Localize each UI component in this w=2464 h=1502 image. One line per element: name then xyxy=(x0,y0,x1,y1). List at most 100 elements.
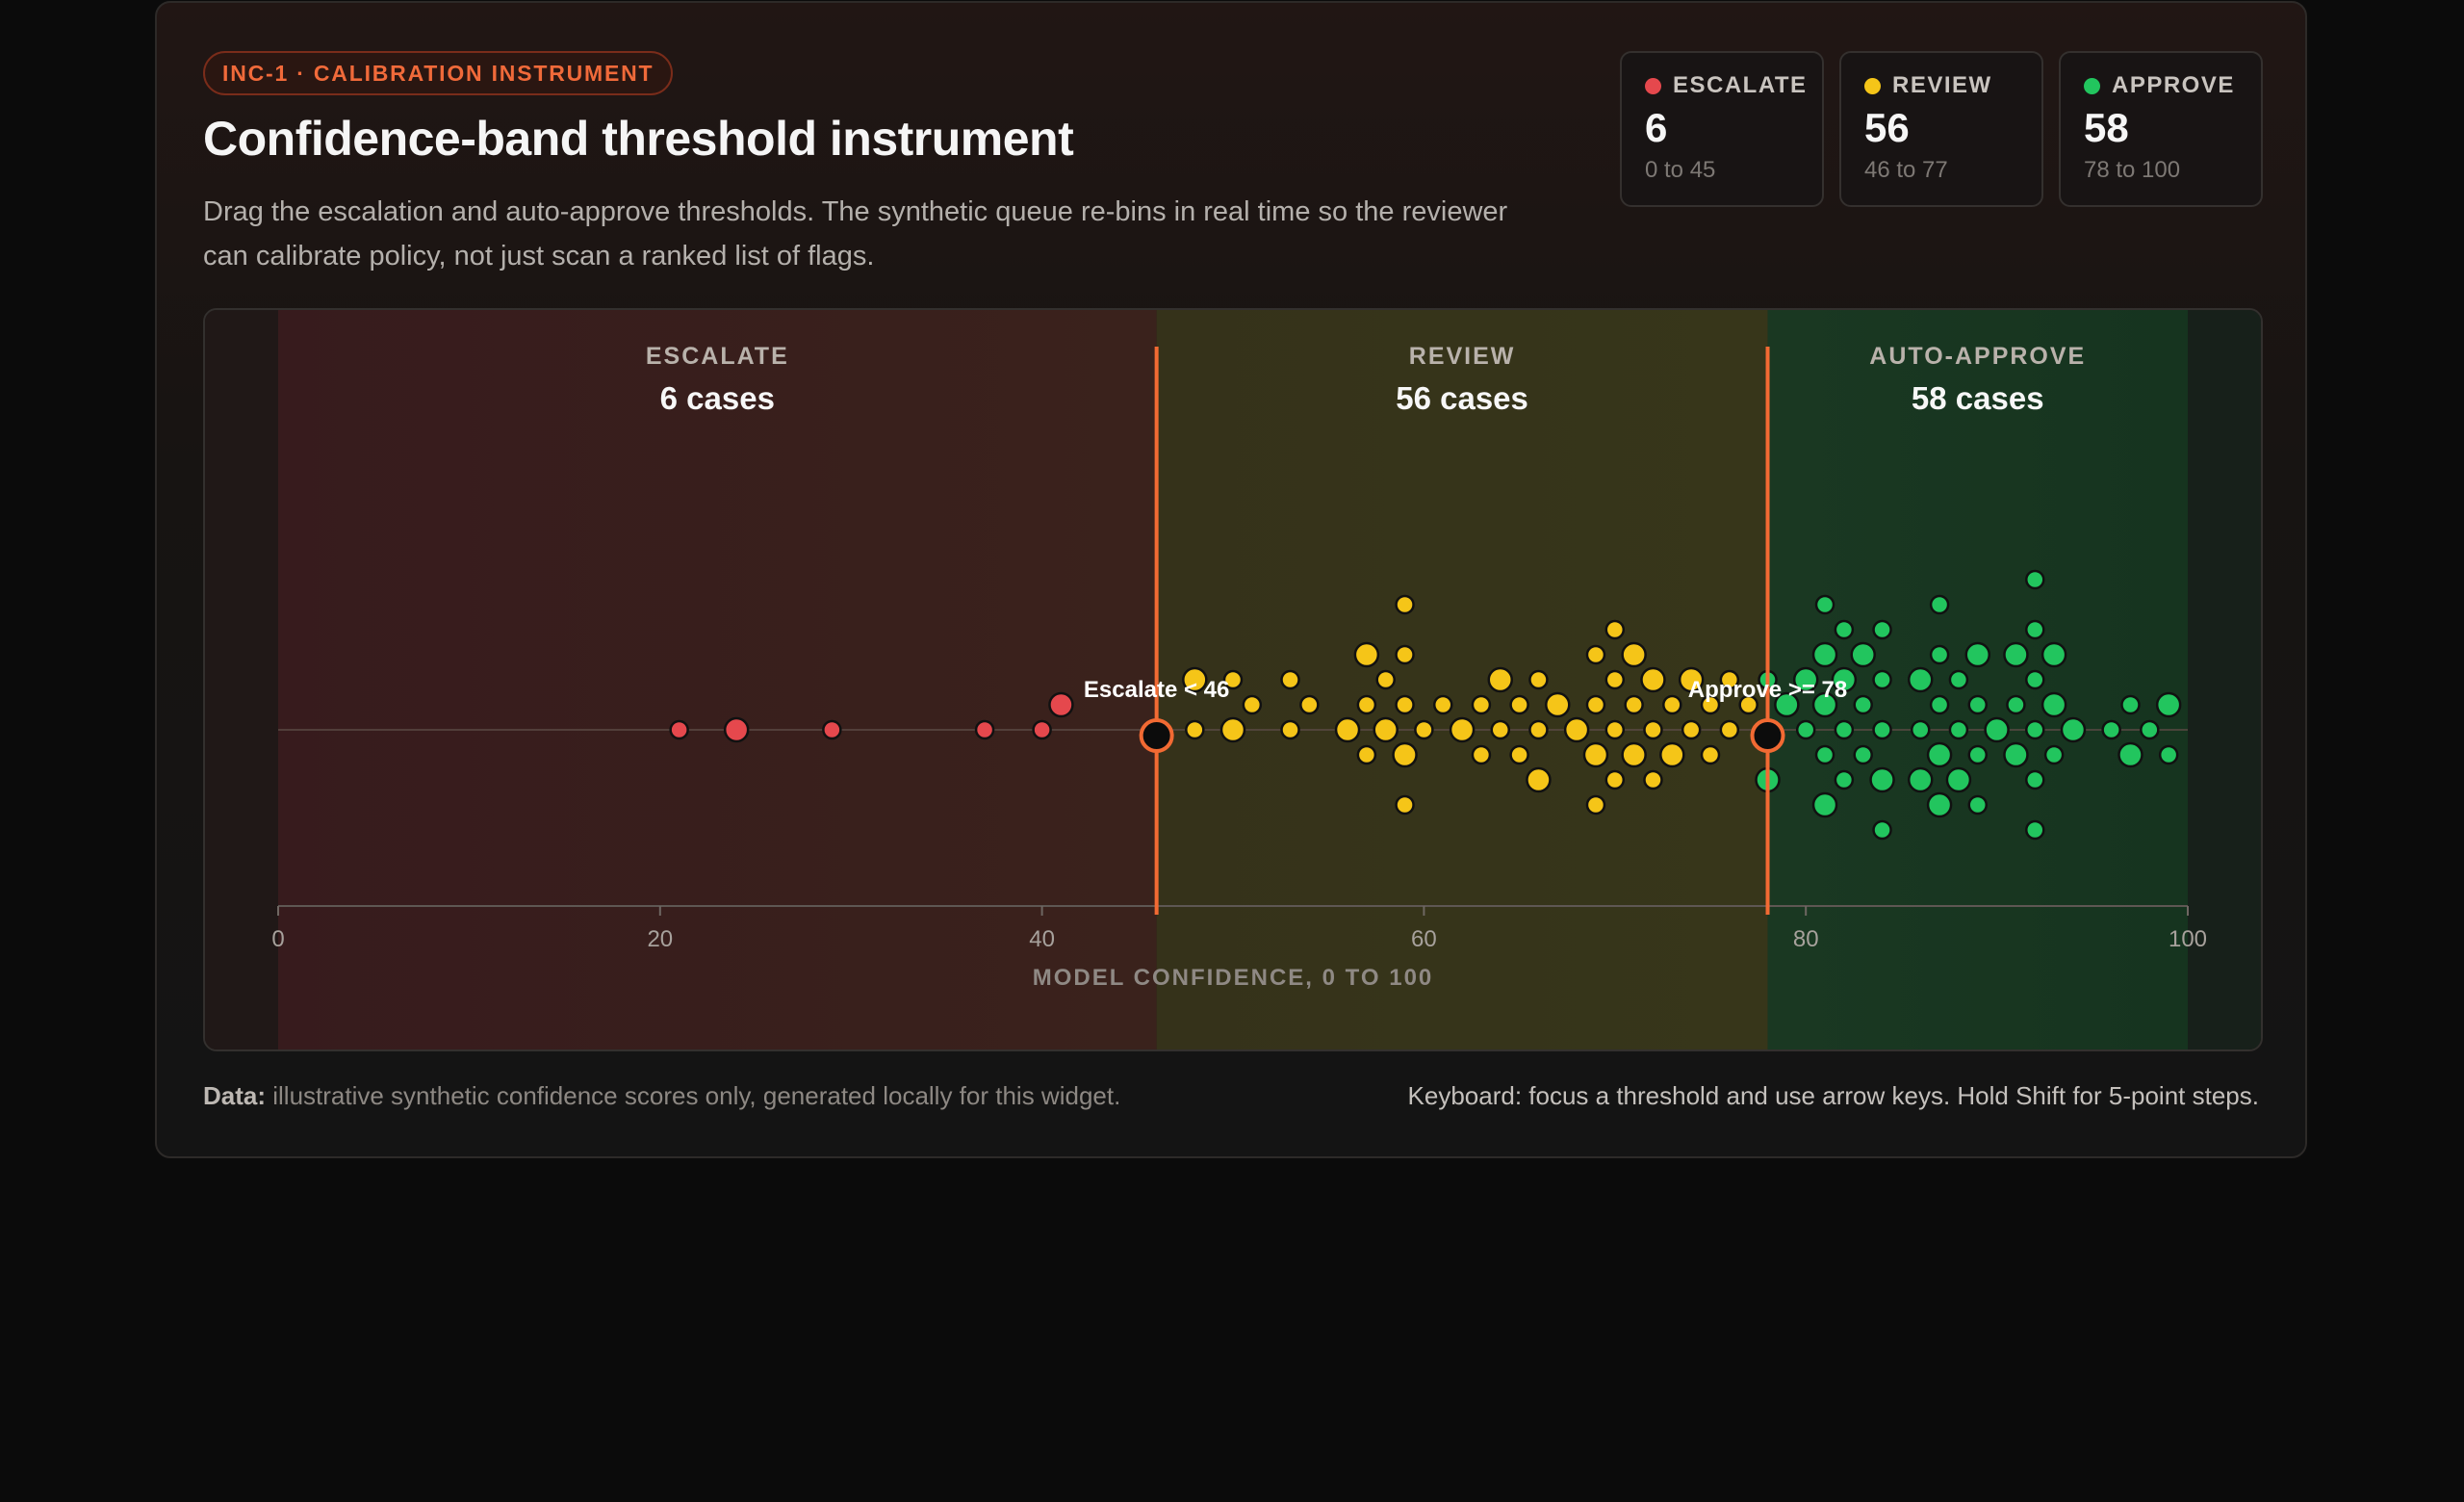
case-point[interactable] xyxy=(1604,769,1626,790)
case-point[interactable] xyxy=(1643,769,1663,790)
case-point[interactable] xyxy=(1814,594,1835,615)
case-point[interactable] xyxy=(1907,666,1934,693)
case-point[interactable] xyxy=(1185,719,1205,740)
case-point[interactable] xyxy=(1792,666,1819,693)
case-point[interactable] xyxy=(1545,691,1571,718)
case-point[interactable] xyxy=(1811,691,1838,718)
case-point[interactable] xyxy=(1432,694,1453,715)
case-point[interactable] xyxy=(1395,644,1415,665)
case-point[interactable] xyxy=(1528,669,1549,690)
case-point[interactable] xyxy=(1526,766,1552,793)
case-point[interactable] xyxy=(1948,719,1969,740)
case-point[interactable] xyxy=(1048,691,1074,718)
case-point[interactable] xyxy=(1945,766,1972,793)
case-point[interactable] xyxy=(1375,669,1396,690)
case-point[interactable] xyxy=(2040,641,2067,668)
case-point[interactable] xyxy=(1967,794,1989,816)
case-point[interactable] xyxy=(1299,694,1320,715)
case-point[interactable] xyxy=(1334,716,1361,743)
case-point[interactable] xyxy=(1872,719,1892,740)
case-point[interactable] xyxy=(1449,716,1476,743)
case-point[interactable] xyxy=(1831,666,1858,693)
approve-threshold-handle[interactable] xyxy=(1750,718,1785,753)
case-point[interactable] xyxy=(2140,719,2160,740)
case-point[interactable] xyxy=(1356,694,1377,715)
case-point[interactable] xyxy=(1929,694,1950,715)
case-point[interactable] xyxy=(1624,694,1644,715)
case-point[interactable] xyxy=(1582,741,1609,768)
case-point[interactable] xyxy=(1490,719,1511,740)
case-point[interactable] xyxy=(2101,719,2121,740)
escalate-threshold-handle[interactable] xyxy=(1139,718,1174,753)
case-point[interactable] xyxy=(1487,666,1514,693)
case-point[interactable] xyxy=(1032,719,1052,740)
case-point[interactable] xyxy=(1700,744,1721,765)
case-point[interactable] xyxy=(1834,619,1855,640)
case-point[interactable] xyxy=(669,719,689,740)
case-point[interactable] xyxy=(1471,694,1492,715)
case-point[interactable] xyxy=(1967,744,1989,765)
case-point[interactable] xyxy=(1681,719,1702,740)
case-point[interactable] xyxy=(1719,719,1740,740)
case-point[interactable] xyxy=(1353,641,1380,668)
case-point[interactable] xyxy=(1392,741,1418,768)
case-point[interactable] xyxy=(1872,619,1892,640)
case-point[interactable] xyxy=(1678,666,1705,693)
case-point[interactable] xyxy=(1604,719,1626,740)
case-point[interactable] xyxy=(1280,719,1300,740)
case-point[interactable] xyxy=(2025,619,2045,640)
case-point[interactable] xyxy=(1853,744,1873,765)
case-point[interactable] xyxy=(1395,594,1415,615)
case-point[interactable] xyxy=(2003,741,2029,768)
case-point[interactable] xyxy=(2043,744,2065,765)
case-point[interactable] xyxy=(1621,641,1647,668)
case-point[interactable] xyxy=(1869,766,1895,793)
case-point[interactable] xyxy=(2118,741,2143,768)
case-point[interactable] xyxy=(1182,666,1208,693)
case-point[interactable] xyxy=(723,716,750,743)
case-point[interactable] xyxy=(1509,744,1529,765)
case-point[interactable] xyxy=(1795,719,1816,740)
case-point[interactable] xyxy=(1509,694,1529,715)
case-point[interactable] xyxy=(1872,669,1892,690)
case-point[interactable] xyxy=(1774,691,1800,718)
case-point[interactable] xyxy=(1414,719,1434,740)
case-point[interactable] xyxy=(1585,694,1606,715)
case-point[interactable] xyxy=(1242,694,1263,715)
case-point[interactable] xyxy=(1528,719,1549,740)
case-point[interactable] xyxy=(1219,716,1246,743)
case-point[interactable] xyxy=(1929,644,1950,665)
case-point[interactable] xyxy=(2003,641,2029,668)
case-point[interactable] xyxy=(1853,694,1873,715)
case-point[interactable] xyxy=(1907,766,1934,793)
case-point[interactable] xyxy=(2025,719,2045,740)
case-point[interactable] xyxy=(1700,694,1721,715)
case-point[interactable] xyxy=(1929,594,1950,615)
case-point[interactable] xyxy=(1948,669,1969,690)
case-point[interactable] xyxy=(1814,744,1835,765)
case-point[interactable] xyxy=(1926,741,1953,768)
case-point[interactable] xyxy=(1604,619,1626,640)
case-point[interactable] xyxy=(2025,769,2045,790)
case-point[interactable] xyxy=(1640,666,1666,693)
case-point[interactable] xyxy=(1395,694,1415,715)
case-point[interactable] xyxy=(2060,716,2087,743)
case-point[interactable] xyxy=(2158,744,2179,765)
case-point[interactable] xyxy=(1834,769,1855,790)
case-point[interactable] xyxy=(2040,691,2067,718)
case-point[interactable] xyxy=(2006,694,2026,715)
case-point[interactable] xyxy=(1563,716,1590,743)
case-point[interactable] xyxy=(2155,691,2182,718)
case-point[interactable] xyxy=(1738,694,1758,715)
case-point[interactable] xyxy=(1834,719,1855,740)
case-point[interactable] xyxy=(1811,641,1838,668)
case-point[interactable] xyxy=(1604,669,1626,690)
case-point[interactable] xyxy=(822,719,842,740)
case-point[interactable] xyxy=(2120,694,2141,715)
case-point[interactable] xyxy=(1926,791,1953,818)
case-point[interactable] xyxy=(1471,744,1492,765)
case-point[interactable] xyxy=(1964,641,1991,668)
case-point[interactable] xyxy=(1373,716,1399,743)
case-point[interactable] xyxy=(974,719,995,740)
case-point[interactable] xyxy=(1585,644,1606,665)
